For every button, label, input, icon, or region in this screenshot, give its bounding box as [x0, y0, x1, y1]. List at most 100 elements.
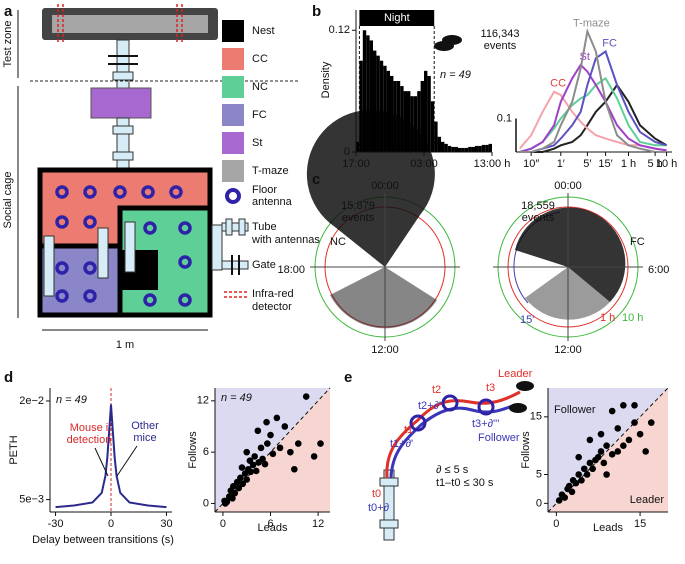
- y-tick-label: 2e−2: [19, 395, 44, 407]
- point: [257, 444, 265, 452]
- point: [291, 465, 298, 473]
- point: [310, 453, 318, 460]
- region-label: Follower: [554, 404, 596, 416]
- time-label: t3+∂''': [472, 418, 499, 430]
- bar: [447, 145, 452, 152]
- point: [273, 414, 281, 422]
- panel-label: a: [4, 3, 13, 20]
- legend-swatch: [222, 104, 244, 126]
- y-tick-label: 5: [536, 468, 542, 480]
- x-tick-label: 6: [267, 518, 273, 530]
- point: [614, 448, 622, 455]
- point: [625, 436, 633, 444]
- legend-label: Gate: [252, 259, 276, 271]
- point: [594, 453, 602, 461]
- series-line: [519, 49, 667, 153]
- tube: [211, 224, 223, 271]
- polar-plots: [306, 109, 643, 341]
- point: [647, 419, 655, 426]
- point: [239, 480, 247, 488]
- bar: [437, 136, 441, 152]
- x-tick-label: 10″: [523, 158, 539, 170]
- series-line: [519, 83, 668, 153]
- antenna-ring: [379, 519, 399, 529]
- point: [264, 440, 271, 447]
- bar: [444, 143, 448, 152]
- x-tick-label: 1′: [557, 158, 565, 170]
- bar: [407, 91, 411, 152]
- point: [281, 423, 289, 430]
- point: [259, 455, 266, 463]
- x-tick-label: 0: [108, 518, 114, 530]
- legend-label: St: [252, 137, 262, 149]
- events-label: 18,559: [521, 200, 555, 212]
- follower-path: [389, 403, 516, 479]
- legend-label: antenna: [252, 196, 293, 208]
- bar: [464, 147, 469, 152]
- y-tick-label: 0: [344, 146, 350, 158]
- scale-label: 0.1: [497, 112, 512, 124]
- time-label: 12:00: [371, 344, 399, 356]
- legend-label: T-maze: [252, 165, 289, 177]
- series-line: [518, 90, 667, 152]
- follower-mouse: [509, 403, 527, 413]
- legend-swatch: [222, 76, 244, 98]
- x-tick-label: 13:00 h: [474, 158, 511, 170]
- legend-swatch: [222, 132, 244, 154]
- legend-label: FC: [252, 109, 267, 121]
- x-tick-label: 0: [220, 518, 226, 530]
- zone-label: FC: [630, 236, 645, 248]
- point: [238, 464, 246, 471]
- rule: ∂ ≤ 5 s: [436, 464, 469, 476]
- bar: [481, 144, 486, 152]
- point: [572, 479, 580, 487]
- legend-label: detector: [252, 301, 292, 313]
- arrow: [116, 445, 138, 477]
- point: [631, 402, 638, 409]
- y-tick-label: 0.12: [329, 24, 350, 36]
- bar: [478, 145, 482, 152]
- x-tick-label: 5 h: [647, 158, 662, 170]
- legend-tube: [221, 222, 249, 232]
- point: [229, 483, 237, 490]
- bar: [427, 75, 431, 152]
- time-label: t0: [372, 488, 381, 500]
- panel-label: e: [344, 369, 352, 386]
- time-label: t2: [432, 384, 441, 396]
- y-tick-label: 0: [203, 497, 209, 509]
- legend-gate: [221, 260, 249, 270]
- point: [597, 430, 605, 438]
- radius-label: 10 h: [622, 312, 643, 324]
- x-label: Delay between transitions (s): [32, 534, 174, 546]
- peth-line: [55, 404, 167, 509]
- st-box: [90, 87, 152, 119]
- bar: [362, 30, 367, 153]
- legend-tube: [238, 218, 246, 236]
- x-label: Leads: [593, 522, 623, 534]
- y-label: Density: [320, 61, 332, 98]
- bar: [413, 96, 418, 152]
- bar: [430, 101, 435, 152]
- point: [631, 419, 638, 426]
- point: [614, 425, 622, 432]
- antenna-ring: [112, 151, 134, 161]
- bar: [485, 144, 489, 152]
- scale-label: 1 m: [116, 339, 134, 351]
- series-line: [519, 63, 667, 153]
- antenna-ring: [379, 477, 399, 487]
- y-label: PETH: [8, 435, 20, 464]
- point: [620, 442, 627, 449]
- point: [583, 471, 591, 478]
- x-tick-label: 17:00: [342, 158, 370, 170]
- legend-tube: [225, 218, 233, 236]
- point: [287, 448, 294, 456]
- radius-label: 1 h: [600, 312, 615, 324]
- point: [608, 407, 616, 415]
- point: [246, 457, 254, 464]
- point: [317, 440, 324, 447]
- note: n = 49: [440, 69, 471, 81]
- x-tick-label: 12: [312, 518, 324, 530]
- annotation: mice: [133, 432, 156, 444]
- x-tick-label: 15: [634, 518, 646, 530]
- y-tick-label: 5e−3: [19, 494, 44, 506]
